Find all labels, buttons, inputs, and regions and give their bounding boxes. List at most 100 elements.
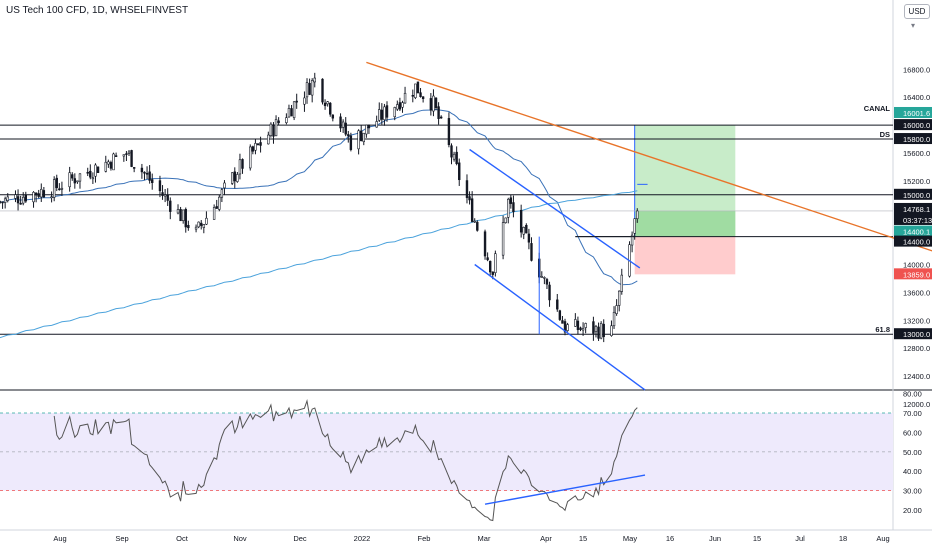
candle	[22, 196, 25, 204]
price-marker	[894, 225, 932, 237]
candle	[236, 174, 239, 182]
rsi-trendline	[484, 474, 646, 505]
candle	[187, 224, 190, 229]
candle	[620, 274, 623, 292]
candle	[109, 162, 113, 169]
candle	[107, 161, 110, 165]
candle	[610, 325, 613, 336]
candle	[483, 231, 487, 257]
time-tick-label: 15	[579, 534, 587, 543]
candle	[321, 78, 324, 103]
candle	[305, 82, 309, 98]
candle	[14, 194, 17, 199]
candle	[34, 192, 38, 196]
candle	[530, 243, 533, 261]
candle	[434, 97, 438, 109]
candle	[3, 198, 7, 203]
candle	[32, 191, 35, 203]
price-marker	[894, 235, 932, 247]
candle	[313, 77, 316, 83]
candle	[447, 118, 451, 145]
candle	[310, 80, 314, 96]
price-marker	[894, 188, 932, 200]
candle	[212, 207, 216, 220]
candle	[89, 170, 92, 178]
candle	[6, 196, 9, 201]
candle	[486, 257, 489, 261]
rsi-tick-label: 50.00	[903, 448, 922, 457]
price-marker-value: 15000.0	[903, 191, 930, 200]
candle	[19, 202, 22, 205]
time-tick-label: Mar	[478, 534, 491, 543]
loss-zone	[634, 236, 736, 275]
ma-50-line	[0, 108, 638, 286]
candle	[545, 279, 549, 285]
price-tick-label: 15600.0	[903, 149, 930, 158]
candle	[55, 177, 58, 188]
candle	[308, 83, 311, 95]
candle	[122, 154, 126, 157]
candle	[52, 179, 56, 198]
time-tick-label: Dec	[293, 534, 307, 543]
candle	[432, 95, 435, 112]
candle	[473, 220, 476, 223]
candle	[94, 164, 97, 177]
candle	[556, 299, 559, 310]
price-tick-label: 13600.0	[903, 288, 930, 297]
chevron-down-icon[interactable]: ▾	[911, 21, 916, 30]
candle	[86, 171, 89, 174]
currency-button[interactable]: USD	[904, 4, 930, 19]
candle	[200, 222, 203, 226]
candle	[380, 109, 384, 120]
time-tick-label: Jun	[709, 534, 721, 543]
candle	[179, 209, 182, 222]
candle	[574, 319, 577, 327]
candle	[197, 221, 200, 228]
price-tick-label: 15200.0	[903, 177, 930, 186]
candle	[112, 153, 115, 171]
open-profit-zone	[634, 210, 736, 237]
candle	[76, 180, 79, 183]
candle	[429, 98, 433, 111]
rsi-tick-label: 70.00	[903, 409, 922, 418]
candle	[468, 196, 471, 201]
time-tick-label: Aug	[876, 534, 889, 543]
price-marker-value: 13859.0	[903, 270, 930, 279]
candle	[127, 151, 131, 154]
candle	[181, 209, 185, 221]
ma-200-line	[0, 190, 638, 339]
time-tick-label: 16	[666, 534, 674, 543]
candle	[114, 155, 118, 157]
rsi-line	[53, 399, 638, 522]
candle	[68, 172, 71, 188]
candle	[563, 321, 567, 333]
candle	[176, 209, 180, 214]
candle	[398, 102, 402, 110]
candle	[401, 102, 404, 108]
time-tick-label: 2022	[354, 534, 371, 543]
candle	[184, 209, 187, 228]
candle	[630, 234, 634, 246]
candle	[233, 171, 236, 182]
price-marker	[894, 202, 932, 225]
price-marker	[894, 328, 932, 340]
candle	[292, 101, 296, 119]
rsi-tick-label: 60.00	[903, 428, 922, 437]
candle	[277, 120, 280, 124]
candle	[540, 276, 544, 278]
trendline-channel-top	[469, 148, 641, 269]
price-tick-label: 12400.0	[903, 372, 930, 381]
rsi-tick-label: 20.00	[903, 506, 922, 515]
candle	[205, 217, 208, 225]
candle	[249, 146, 252, 169]
candle	[452, 153, 456, 160]
candle	[403, 92, 407, 104]
candle	[272, 124, 275, 137]
candle	[231, 172, 234, 184]
candle	[251, 146, 255, 152]
candle	[527, 233, 531, 243]
candle	[50, 196, 53, 198]
candle	[491, 271, 494, 275]
candle	[566, 324, 569, 331]
candle	[290, 108, 293, 117]
